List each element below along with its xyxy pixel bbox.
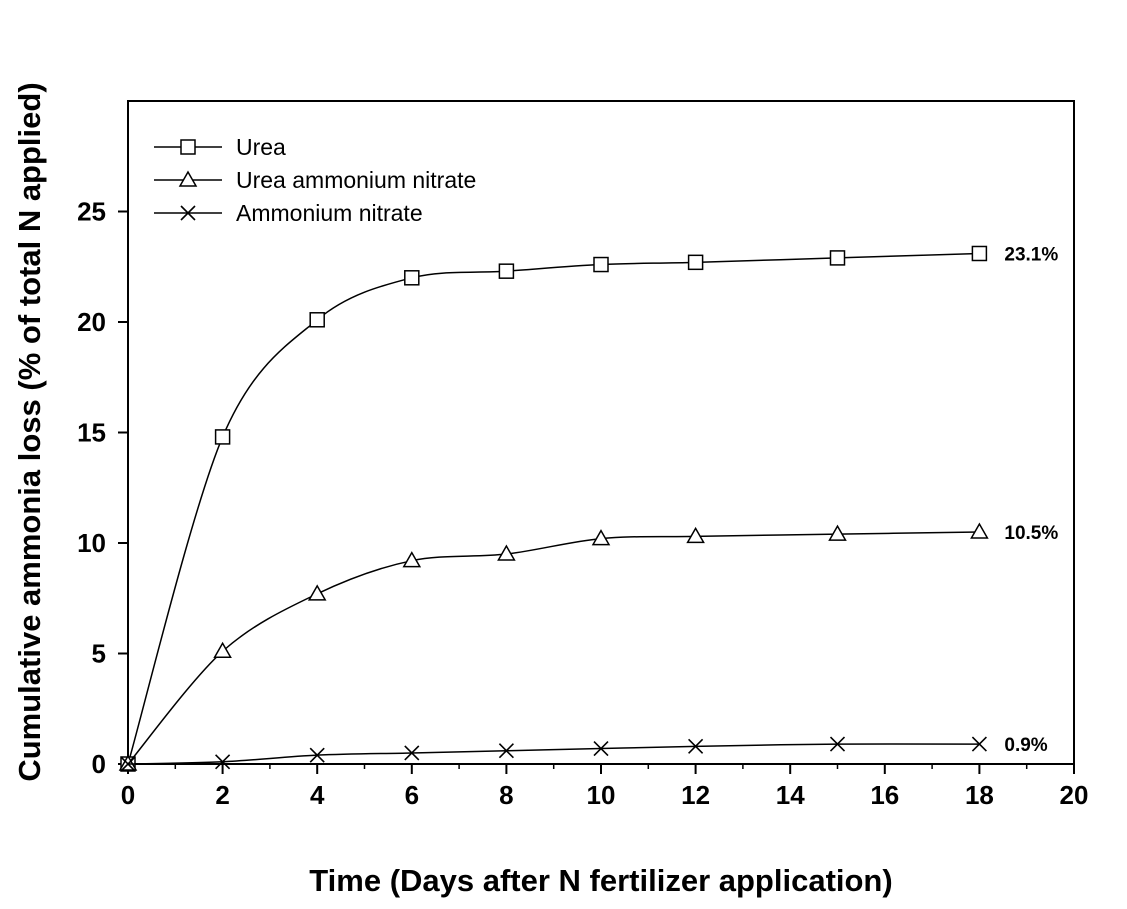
legend-label: Urea ammonium nitrate (236, 167, 476, 193)
x-tick-label: 2 (215, 780, 229, 810)
data-point (971, 245, 988, 262)
data-point (498, 743, 514, 759)
x-tick-label: 10 (587, 780, 616, 810)
legend: Urea Urea ammonium nitrate Ammonium nitrat… (154, 134, 476, 226)
y-axis: 0 5 10 15 20 25 (77, 197, 128, 779)
data-point (215, 754, 231, 770)
marker-stroke (309, 747, 325, 763)
x-tick-label: 20 (1060, 780, 1089, 810)
x-axis: 0 2 4 6 8 10 12 14 16 18 20 (121, 764, 1089, 810)
y-tick-label: 15 (77, 418, 106, 448)
x-tick-label: 8 (499, 780, 513, 810)
x-tick-label: 6 (405, 780, 419, 810)
marker-stroke (593, 740, 609, 757)
data-point (687, 254, 704, 271)
data-point (498, 263, 515, 279)
series-layer: 23.1% 10.5% 0.9% (118, 244, 1058, 772)
data-point (309, 747, 325, 763)
marker-stroke (971, 736, 987, 752)
legend-item: Ammonium nitrate (154, 200, 423, 226)
y-tick-label: 10 (77, 528, 106, 558)
y-tick-label: 0 (92, 749, 106, 779)
x-tick-label: 18 (965, 780, 994, 810)
data-point (686, 526, 705, 544)
series-line (127, 743, 980, 765)
data-point (213, 641, 232, 659)
data-point (402, 551, 422, 568)
data-point (307, 584, 327, 601)
legend-item: Urea (154, 134, 286, 160)
data-point (829, 250, 846, 266)
x-tick-label: 12 (681, 780, 710, 810)
data-point (120, 756, 136, 772)
marker-stroke (498, 743, 514, 759)
legend-marker (180, 205, 196, 221)
y-tick-label: 20 (77, 307, 106, 337)
series-triangle: 10.5% (118, 522, 1058, 771)
data-point (404, 270, 420, 286)
legend-marker (180, 139, 196, 155)
data-point (828, 524, 847, 541)
data-point (829, 736, 846, 752)
x-tick-label: 0 (121, 780, 135, 810)
series-line (127, 531, 980, 765)
x-tick-label: 14 (776, 780, 805, 810)
data-point (497, 544, 516, 561)
x-axis-title: Time (Days after N fertilizer applicatio… (309, 863, 892, 898)
x-tick-label: 16 (870, 780, 899, 810)
x-tick-label: 4 (310, 780, 325, 810)
data-point (971, 736, 987, 752)
series-square: 23.1% (120, 244, 1058, 772)
end-label: 0.9% (1004, 735, 1047, 756)
marker-stroke (829, 736, 846, 752)
y-tick-label: 5 (92, 639, 106, 669)
marker-stroke (688, 738, 704, 754)
legend-label: Ammonium nitrate (236, 200, 423, 226)
legend-marker (178, 170, 198, 187)
marker-stroke (120, 756, 136, 772)
data-point (404, 745, 420, 761)
end-label: 23.1% (1004, 244, 1058, 265)
legend-label: Urea (236, 134, 286, 160)
marker-stroke (215, 754, 231, 770)
series-x: 0.9% (120, 735, 1048, 772)
data-point (591, 529, 611, 546)
data-point (593, 740, 609, 757)
y-tick-label: 25 (77, 197, 106, 227)
data-point (593, 256, 609, 273)
data-point (970, 522, 989, 539)
y-axis-title: Cumulative ammonia loss (% of total N ap… (12, 82, 47, 781)
series-line (127, 252, 980, 765)
data-point (688, 738, 704, 754)
legend-item: Urea ammonium nitrate (154, 167, 476, 193)
data-point (309, 312, 325, 328)
marker-stroke (180, 205, 196, 221)
end-label: 10.5% (1004, 523, 1058, 544)
data-point (214, 429, 231, 445)
marker-stroke (404, 745, 420, 761)
